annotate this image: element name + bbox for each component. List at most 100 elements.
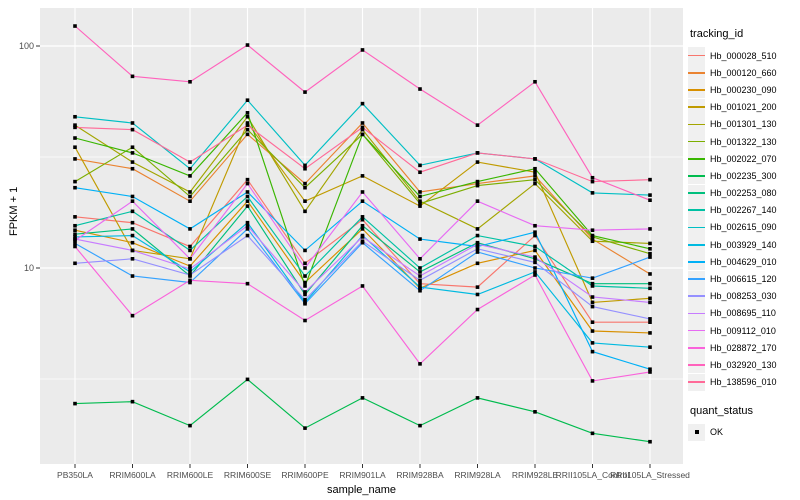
data-point <box>590 284 595 288</box>
data-point <box>418 190 422 194</box>
legend-item-quant: OK <box>688 423 798 441</box>
data-point <box>475 227 480 231</box>
legend-quant-status: quant_status OK <box>688 405 798 441</box>
legend-line-sample <box>688 192 705 194</box>
legend-item: Hb_032920_130 <box>688 356 798 374</box>
x-tick-label: PB350LA <box>57 470 93 480</box>
legend-item: Hb_001021_200 <box>688 98 798 116</box>
data-point <box>130 166 135 171</box>
x-tick-label: RRIM928LA <box>454 470 501 480</box>
data-point <box>188 79 192 84</box>
data-point <box>73 235 77 239</box>
data-point <box>245 123 250 127</box>
data-point <box>303 209 307 214</box>
data-point <box>188 273 192 277</box>
data-point <box>303 163 307 168</box>
data-point <box>73 401 77 406</box>
data-point <box>360 174 365 178</box>
data-point <box>360 227 365 231</box>
data-point <box>648 345 652 349</box>
data-point <box>188 423 192 428</box>
legend-key-swatch <box>688 167 705 185</box>
data-point <box>475 292 480 297</box>
legend-item: Hb_008695_110 <box>688 304 798 322</box>
data-point <box>590 191 595 195</box>
data-point <box>188 244 192 249</box>
data-point <box>418 266 422 270</box>
legend-line-sample <box>688 295 705 298</box>
legend-key-swatch <box>688 373 705 391</box>
data-point <box>590 228 595 233</box>
legend-item: Hb_003929_140 <box>688 236 798 254</box>
legend-key-swatch <box>688 270 705 288</box>
legend-key-swatch <box>688 253 705 271</box>
data-point <box>533 273 537 277</box>
legend-label: Hb_002615_090 <box>710 222 777 233</box>
legend-line-sample <box>688 140 705 143</box>
legend-key-swatch <box>688 322 705 340</box>
data-point <box>418 237 422 241</box>
data-point <box>73 157 77 161</box>
x-tick-label: RRIM901LA <box>339 470 386 480</box>
data-point <box>648 286 652 291</box>
data-point <box>360 239 365 244</box>
legend-line-sample <box>688 54 705 57</box>
data-point <box>130 121 135 125</box>
legend-item: Hb_004629_010 <box>688 253 798 271</box>
legend-item: Hb_008253_030 <box>688 287 798 305</box>
data-point <box>245 121 250 125</box>
data-point <box>360 199 365 203</box>
legend-label: Hb_000230_090 <box>710 84 777 95</box>
data-point <box>188 194 192 199</box>
data-point <box>130 233 135 238</box>
data-point <box>533 166 537 171</box>
legend-item: Hb_028872_170 <box>688 339 798 357</box>
data-point <box>188 227 192 231</box>
data-point <box>360 396 365 400</box>
data-point <box>303 261 307 266</box>
legend-line-sample <box>688 71 705 74</box>
data-point <box>418 274 422 278</box>
data-point <box>590 300 595 305</box>
data-point <box>475 179 480 184</box>
data-point <box>590 237 595 241</box>
legend-label: Hb_032920_130 <box>710 359 777 370</box>
data-point <box>303 248 307 253</box>
legend-line-sample <box>688 175 705 177</box>
data-point <box>73 179 77 184</box>
data-point <box>590 320 595 324</box>
data-point <box>533 79 537 84</box>
data-point <box>303 284 307 288</box>
legend-label: Hb_001322_130 <box>710 136 777 147</box>
data-point <box>475 396 480 400</box>
data-point <box>130 257 135 261</box>
data-point <box>245 132 250 137</box>
data-point <box>73 241 77 246</box>
legend-item: Hb_006615_120 <box>688 270 798 288</box>
legend-label: Hb_001301_130 <box>710 119 777 130</box>
data-point <box>360 284 365 288</box>
data-point <box>475 151 480 155</box>
data-point <box>188 199 192 203</box>
data-point <box>245 233 250 238</box>
data-point <box>245 114 250 119</box>
legend-key-swatch <box>688 81 705 99</box>
data-point <box>648 198 652 203</box>
data-point <box>245 377 250 382</box>
data-point <box>245 43 250 47</box>
data-point <box>418 423 422 428</box>
data-point <box>648 367 652 372</box>
data-point <box>533 181 537 186</box>
data-point <box>418 170 422 175</box>
data-point <box>188 278 192 283</box>
data-point <box>648 255 652 259</box>
data-point <box>360 215 365 219</box>
legend-item: Hb_002615_090 <box>688 218 798 236</box>
x-tick-label: RRII105LA_Stressed <box>610 470 690 480</box>
data-point <box>130 274 135 278</box>
data-point <box>475 183 480 188</box>
data-point <box>648 296 652 301</box>
x-axis-title: sample_name <box>326 484 397 496</box>
data-point <box>73 145 77 150</box>
